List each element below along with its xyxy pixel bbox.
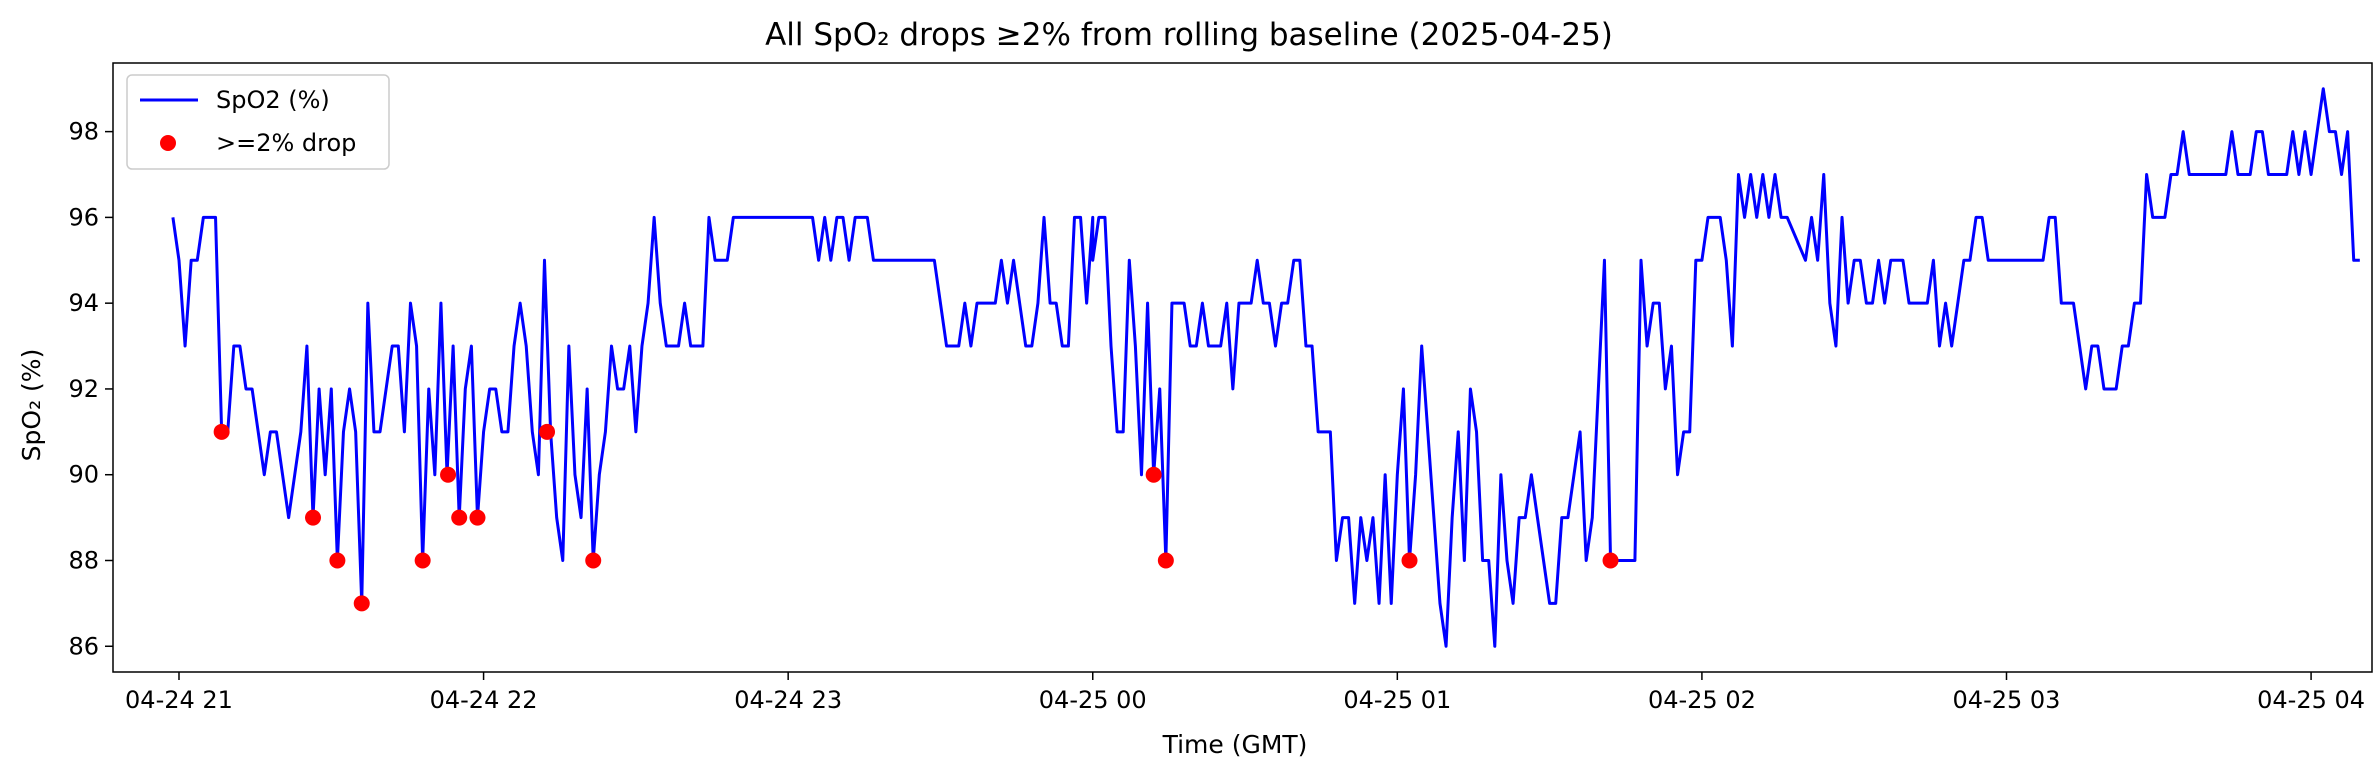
y-tick-label: 96 (68, 203, 99, 231)
drop-point (469, 509, 486, 526)
x-tick-label: 04-24 21 (125, 686, 233, 714)
legend: SpO2 (%) >=2% drop (126, 74, 390, 170)
chart-title: All SpO₂ drops ≥2% from rolling baseline… (765, 17, 1613, 53)
y-tick-label: 86 (68, 632, 99, 660)
drop-point (329, 552, 346, 569)
x-tick-label: 04-25 03 (1953, 686, 2061, 714)
drop-point (1602, 552, 1619, 569)
x-tick-label: 04-25 01 (1343, 686, 1451, 714)
plot-area (171, 87, 2360, 648)
legend-dot-swatch (160, 135, 176, 151)
y-tick-label: 88 (68, 546, 99, 574)
x-axis-label: Time (GMT) (1162, 730, 1308, 759)
x-tick-label: 04-25 02 (1648, 686, 1756, 714)
legend-label-spo2: SpO2 (%) (216, 86, 330, 114)
y-tick-label: 92 (68, 375, 99, 403)
y-axis-label: SpO₂ (%) (17, 349, 46, 462)
drop-point (305, 509, 322, 526)
axes-frame (112, 62, 2373, 673)
x-tick-label: 04-24 22 (430, 686, 538, 714)
x-tick-label: 04-25 00 (1039, 686, 1147, 714)
drop-point (451, 509, 468, 526)
drop-point (213, 423, 230, 440)
y-tick-label: 90 (68, 461, 99, 489)
x-tick-label: 04-24 23 (734, 686, 842, 714)
y-tick-label: 94 (68, 289, 99, 317)
drop-point (440, 466, 457, 483)
drop-point (1157, 552, 1174, 569)
legend-label-drop: >=2% drop (216, 129, 356, 157)
y-axis: 86 88 90 92 94 96 98 (68, 118, 113, 660)
drop-point (585, 552, 602, 569)
drop-point (1401, 552, 1418, 569)
x-tick-label: 04-25 04 (2257, 686, 2365, 714)
spo2-line (171, 87, 2360, 648)
drop-point (353, 595, 370, 612)
y-tick-label: 98 (68, 118, 99, 146)
x-axis: 04-24 21 04-24 22 04-24 23 04-25 00 04-25 01… (125, 672, 2365, 714)
drop-point (1145, 466, 1162, 483)
drop-point (414, 552, 431, 569)
drop-point (539, 423, 556, 440)
